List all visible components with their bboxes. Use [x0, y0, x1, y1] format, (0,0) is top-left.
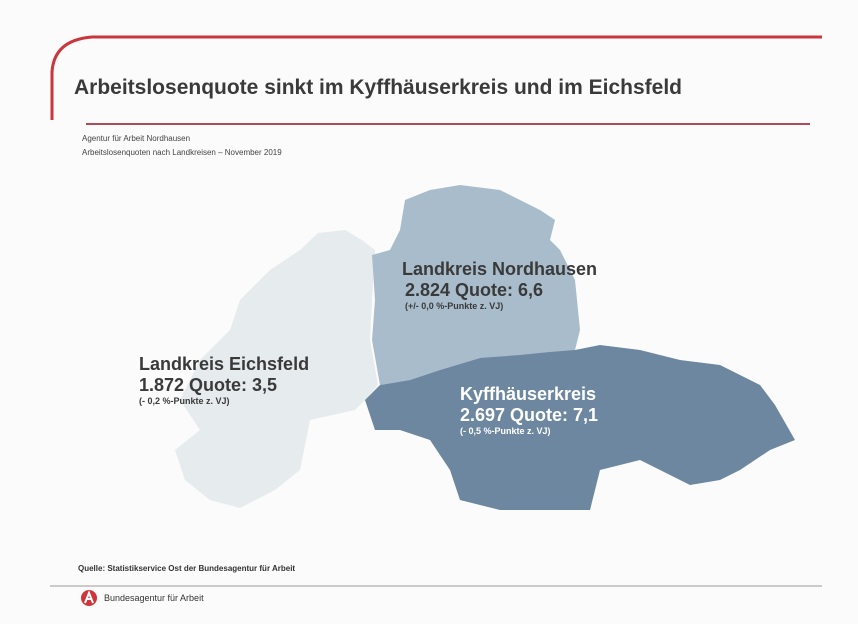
subtitle-description: Arbeitslosenquoten nach Landkreisen – No…	[82, 148, 282, 157]
region-value: 2.824 Quote: 6,6	[405, 280, 544, 300]
subtitle-agency: Agentur für Arbeit Nordhausen	[82, 134, 191, 143]
region-change: (- 0,2 %-Punkte z. VJ)	[139, 396, 230, 406]
label-kyffhaeuserkreis: Kyffhäuserkreis 2.697 Quote: 7,1 (- 0,5 …	[460, 384, 598, 436]
header-arc	[50, 35, 822, 120]
source-note: Quelle: Statistikservice Ost der Bundesa…	[78, 564, 296, 573]
region-name: Kyffhäuserkreis	[460, 384, 597, 404]
label-eichsfeld: Landkreis Eichsfeld 1.872 Quote: 3,5 (- …	[139, 354, 309, 406]
logo-icon	[81, 590, 97, 606]
region-change: (- 0,5 %-Punkte z. VJ)	[460, 426, 551, 436]
region-value: 1.872 Quote: 3,5	[139, 375, 278, 395]
region-name: Landkreis Nordhausen	[402, 259, 598, 279]
label-nordhausen: Landkreis Nordhausen 2.824 Quote: 6,6 (+…	[402, 259, 597, 311]
region-kyffhaeuserkreis[interactable]	[365, 345, 795, 510]
region-eichsfeld[interactable]	[175, 230, 378, 508]
page-title: Arbeitslosenquote sinkt im Kyffhäuserkre…	[74, 76, 682, 99]
region-value: 2.697 Quote: 7,1	[460, 405, 599, 425]
map	[175, 185, 795, 510]
region-change: (+/- 0,0 %-Punkte z. VJ)	[405, 301, 504, 311]
footer-organization: Bundesagentur für Arbeit	[104, 593, 204, 603]
region-name: Landkreis Eichsfeld	[139, 354, 310, 374]
region-nordhausen[interactable]	[372, 185, 580, 385]
